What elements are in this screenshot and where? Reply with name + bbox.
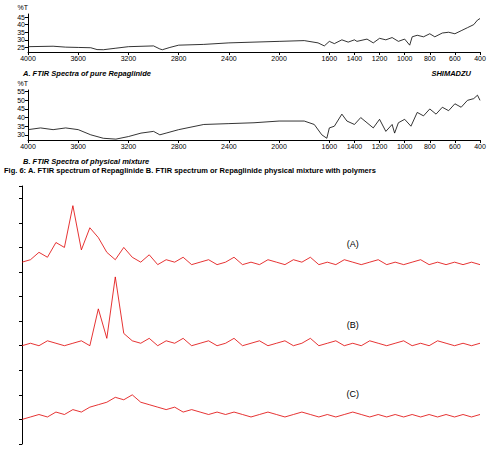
svg-text:40: 40 xyxy=(17,21,25,28)
svg-text:1600: 1600 xyxy=(322,143,338,150)
svg-text:3200: 3200 xyxy=(121,55,137,62)
svg-text:Fig. 6: A. FTIR spectrum of Re: Fig. 6: A. FTIR spectrum of Repaglinide … xyxy=(4,166,376,175)
svg-text:40: 40 xyxy=(17,114,25,121)
svg-text:1000: 1000 xyxy=(397,143,413,150)
svg-text:1400: 1400 xyxy=(347,55,363,62)
svg-text:(B): (B) xyxy=(347,320,359,330)
svg-text:45: 45 xyxy=(17,14,25,21)
svg-text:1200: 1200 xyxy=(372,55,388,62)
svg-text:45: 45 xyxy=(17,105,25,112)
svg-text:(A): (A) xyxy=(347,239,359,249)
svg-text:1000: 1000 xyxy=(397,55,413,62)
svg-text:1600: 1600 xyxy=(322,55,338,62)
svg-text:800: 800 xyxy=(424,55,436,62)
svg-text:B. FTIR Spectra of physical mi: B. FTIR Spectra of physical mixture xyxy=(23,157,149,166)
svg-text:4000: 4000 xyxy=(20,143,36,150)
svg-text:SHIMADZU: SHIMADZU xyxy=(431,69,471,78)
svg-text:3600: 3600 xyxy=(70,55,86,62)
svg-text:2400: 2400 xyxy=(221,143,237,150)
svg-text:4000: 4000 xyxy=(20,55,36,62)
svg-text:400: 400 xyxy=(474,55,486,62)
svg-text:2000: 2000 xyxy=(271,143,287,150)
svg-text:600: 600 xyxy=(449,55,461,62)
svg-text:30: 30 xyxy=(17,36,25,43)
svg-text:2400: 2400 xyxy=(221,55,237,62)
svg-text:(C): (C) xyxy=(347,389,360,399)
svg-text:55: 55 xyxy=(17,88,25,95)
svg-text:3200: 3200 xyxy=(121,143,137,150)
svg-text:2000: 2000 xyxy=(271,55,287,62)
svg-text:%T: %T xyxy=(18,4,29,11)
svg-text:25: 25 xyxy=(17,44,25,51)
svg-text:%T: %T xyxy=(18,80,29,87)
svg-text:600: 600 xyxy=(449,143,461,150)
svg-text:1400: 1400 xyxy=(347,143,363,150)
svg-text:35: 35 xyxy=(17,29,25,36)
svg-text:400: 400 xyxy=(474,143,486,150)
svg-text:35: 35 xyxy=(17,123,25,130)
svg-text:800: 800 xyxy=(424,143,436,150)
svg-text:2800: 2800 xyxy=(171,143,187,150)
svg-text:30: 30 xyxy=(17,131,25,138)
svg-text:2800: 2800 xyxy=(171,55,187,62)
svg-text:3600: 3600 xyxy=(70,143,86,150)
svg-text:A. FTIR Spectra of pure Repagl: A. FTIR Spectra of pure Repaglinide xyxy=(22,69,151,78)
svg-text:50: 50 xyxy=(17,97,25,104)
svg-text:1200: 1200 xyxy=(372,143,388,150)
